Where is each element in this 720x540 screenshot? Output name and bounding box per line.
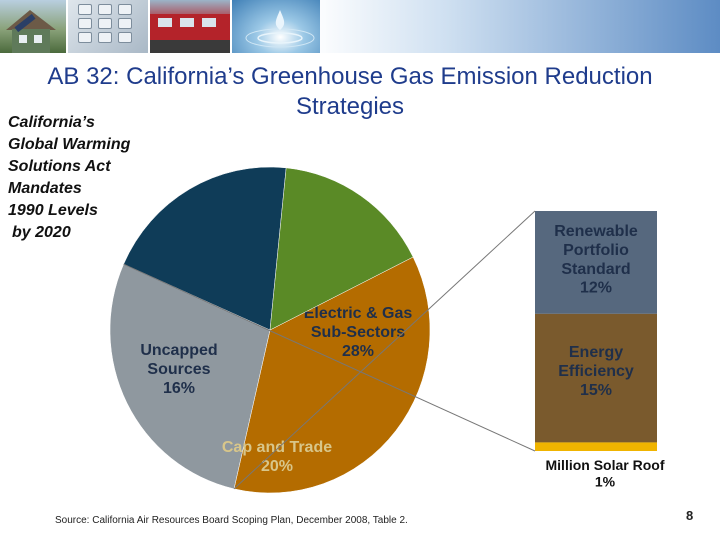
- bar-label-million-solar-roof: Million Solar Roof 1%: [546, 457, 665, 490]
- pie-label-uncapped-sources: Uncapped Sources 16%: [140, 342, 217, 397]
- bar-segment-million-solar-roof: [535, 442, 657, 451]
- pie-label-electric-gas-sub-sectors: Electric & Gas Sub-Sectors 28%: [304, 305, 413, 360]
- bar-label-renewable-portfolio-standard: Renewable Portfolio Standard 12%: [554, 223, 638, 297]
- house-photo: [0, 0, 66, 53]
- pie-label-cap-and-trade: Cap and Trade 20%: [222, 439, 332, 475]
- mandate-note: California’s Global Warming Solutions Ac…: [8, 112, 168, 244]
- pie-slice-cap-and-trade: [123, 166, 287, 331]
- mandate-note-line: Mandates: [8, 180, 82, 197]
- pie-slice-electric-gas-sub-sectors: [109, 263, 271, 490]
- bar-segment-energy-efficiency: [535, 313, 657, 443]
- source-note: Source: California Air Resources Board S…: [55, 515, 408, 526]
- slide-title: AB 32: California’s Greenhouse Gas Emiss…: [47, 63, 653, 120]
- page-number: 8: [686, 508, 694, 523]
- water-drop-photo: [232, 0, 320, 53]
- header-banner: [0, 0, 720, 53]
- mandate-note-line: Solutions Act: [8, 158, 111, 175]
- bar-segment-renewable-portfolio-standard: [535, 211, 657, 314]
- pie-slice-transportation: [233, 256, 431, 494]
- connector-line-top: [233, 210, 536, 490]
- mandate-note-line: California’s: [8, 114, 95, 131]
- mandate-note-line: Global Warming: [8, 136, 131, 153]
- pie-slice-uncapped-sources: [269, 167, 414, 331]
- keypad-photo: [68, 0, 148, 53]
- train-photo: [150, 0, 230, 53]
- bar-label-energy-efficiency: Energy Efficiency 15%: [558, 344, 634, 399]
- mandate-note-line: 1990 Levels: [8, 202, 98, 219]
- connector-line-bottom: [123, 263, 536, 452]
- mandate-note-line: by 2020: [12, 224, 71, 241]
